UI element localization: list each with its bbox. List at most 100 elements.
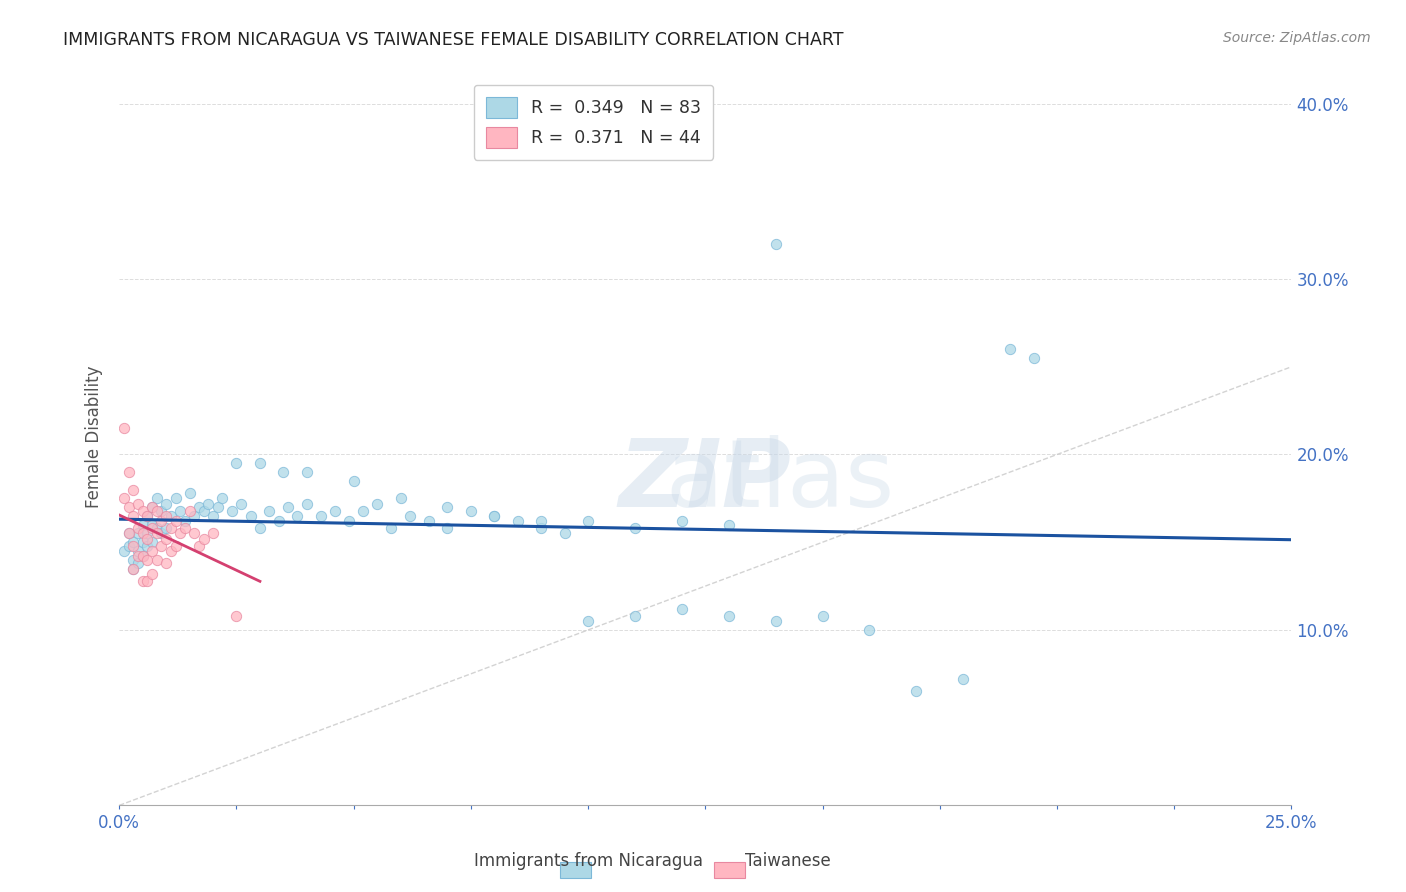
Point bbox=[118, 539, 141, 553]
Point bbox=[155, 532, 177, 546]
Point bbox=[249, 456, 271, 470]
Point bbox=[160, 521, 183, 535]
Point bbox=[267, 514, 290, 528]
Point bbox=[249, 521, 271, 535]
Point bbox=[905, 684, 928, 698]
Point bbox=[436, 500, 458, 515]
Point bbox=[295, 497, 318, 511]
Point bbox=[127, 521, 149, 535]
Point bbox=[624, 521, 647, 535]
Point bbox=[366, 497, 388, 511]
Point bbox=[389, 491, 412, 506]
Point bbox=[112, 544, 135, 558]
Point bbox=[188, 500, 211, 515]
Point bbox=[343, 474, 366, 488]
Point bbox=[169, 503, 191, 517]
Point bbox=[337, 514, 360, 528]
Point bbox=[211, 491, 233, 506]
Point bbox=[160, 508, 183, 523]
Point bbox=[146, 491, 169, 506]
Point bbox=[127, 556, 149, 570]
Point bbox=[179, 486, 201, 500]
Point bbox=[132, 549, 155, 564]
Point bbox=[146, 553, 169, 567]
Point bbox=[118, 500, 141, 515]
Point bbox=[576, 514, 599, 528]
Point bbox=[141, 566, 163, 581]
Point bbox=[484, 508, 506, 523]
Point bbox=[309, 508, 332, 523]
Point bbox=[188, 539, 211, 553]
Text: ZIP: ZIP bbox=[619, 435, 792, 527]
Point bbox=[273, 465, 295, 479]
Point bbox=[132, 526, 155, 541]
Point bbox=[155, 508, 177, 523]
Point bbox=[146, 503, 169, 517]
Point bbox=[155, 497, 177, 511]
Y-axis label: Female Disability: Female Disability bbox=[86, 366, 103, 508]
Point bbox=[295, 465, 318, 479]
Point bbox=[132, 574, 155, 588]
Point bbox=[118, 526, 141, 541]
Point bbox=[136, 553, 159, 567]
Point bbox=[118, 465, 141, 479]
Point bbox=[858, 623, 880, 637]
Point bbox=[380, 521, 402, 535]
Point bbox=[399, 508, 422, 523]
Point bbox=[122, 508, 145, 523]
Text: Source: ZipAtlas.com: Source: ZipAtlas.com bbox=[1223, 31, 1371, 45]
Point bbox=[141, 500, 163, 515]
Point bbox=[127, 544, 149, 558]
Point bbox=[136, 539, 159, 553]
Point bbox=[765, 614, 787, 628]
Point bbox=[127, 497, 149, 511]
Point bbox=[122, 483, 145, 497]
Point bbox=[717, 517, 740, 532]
Point bbox=[122, 553, 145, 567]
Point bbox=[118, 526, 141, 541]
Point bbox=[765, 236, 787, 251]
Point bbox=[141, 535, 163, 549]
Point bbox=[197, 497, 219, 511]
Point bbox=[136, 508, 159, 523]
Text: Taiwanese: Taiwanese bbox=[745, 852, 831, 870]
Point bbox=[141, 517, 163, 532]
Point bbox=[160, 544, 183, 558]
Point bbox=[165, 491, 187, 506]
Point bbox=[179, 503, 201, 517]
Point bbox=[183, 526, 205, 541]
Point bbox=[165, 514, 187, 528]
Text: IMMIGRANTS FROM NICARAGUA VS TAIWANESE FEMALE DISABILITY CORRELATION CHART: IMMIGRANTS FROM NICARAGUA VS TAIWANESE F… bbox=[63, 31, 844, 49]
Point bbox=[150, 526, 173, 541]
Point bbox=[141, 544, 163, 558]
Point bbox=[112, 491, 135, 506]
Point bbox=[165, 539, 187, 553]
Point bbox=[225, 456, 247, 470]
Point bbox=[460, 503, 482, 517]
Point bbox=[484, 508, 506, 523]
Text: Immigrants from Nicaragua: Immigrants from Nicaragua bbox=[474, 852, 703, 870]
Point bbox=[122, 561, 145, 575]
Point bbox=[221, 503, 243, 517]
Point bbox=[150, 539, 173, 553]
Point bbox=[169, 526, 191, 541]
Point bbox=[323, 503, 346, 517]
Point bbox=[132, 503, 155, 517]
Point bbox=[193, 503, 215, 517]
Point bbox=[436, 521, 458, 535]
Point bbox=[132, 535, 155, 549]
Point bbox=[150, 514, 173, 528]
Point bbox=[671, 602, 693, 616]
Point bbox=[141, 500, 163, 515]
Point bbox=[624, 608, 647, 623]
Point bbox=[141, 521, 163, 535]
Point bbox=[136, 532, 159, 546]
Point bbox=[277, 500, 299, 515]
Point bbox=[998, 343, 1021, 357]
Legend: R =  0.349   N = 83, R =  0.371   N = 44: R = 0.349 N = 83, R = 0.371 N = 44 bbox=[474, 85, 713, 160]
Point bbox=[122, 561, 145, 575]
Point bbox=[150, 503, 173, 517]
Point bbox=[155, 521, 177, 535]
Point bbox=[146, 521, 169, 535]
Point bbox=[202, 508, 225, 523]
